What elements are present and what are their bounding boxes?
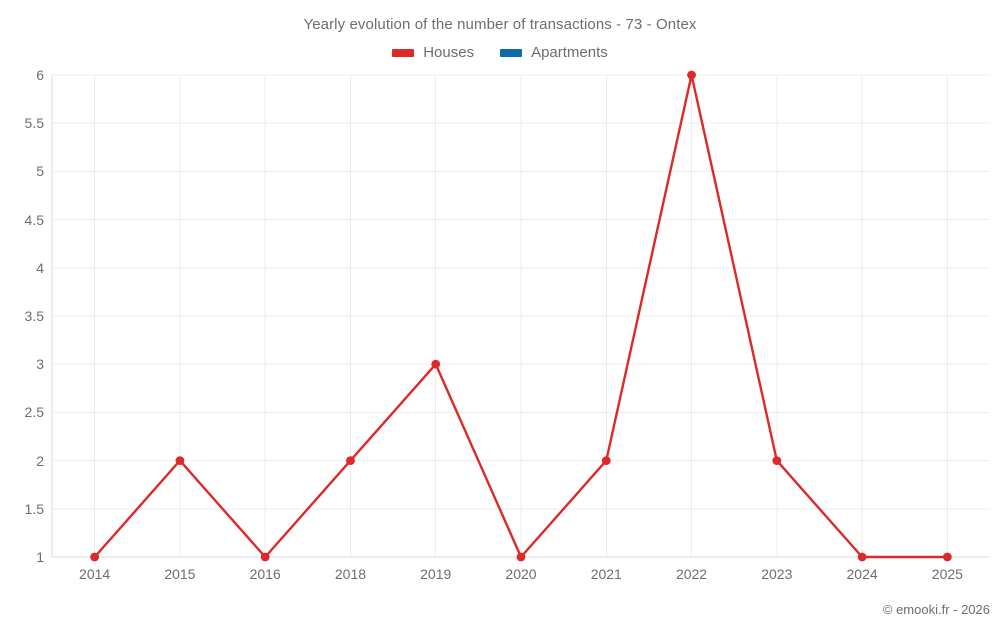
legend-swatch-houses [392,48,415,57]
x-tick-label: 2021 [590,566,622,582]
y-tick-label: 1 [36,549,44,565]
data-point-houses-2018[interactable] [346,456,355,465]
chart-title: Yearly evolution of the number of transa… [303,16,697,33]
x-tick-label: 2025 [931,566,963,582]
legend-item-apartments[interactable]: Apartments [500,45,608,60]
y-tick-label: 2 [36,452,44,469]
data-point-houses-2021[interactable] [601,456,611,465]
data-point-houses-2024[interactable] [857,552,867,562]
y-axis-tick-labels: 1 1.5 2 2.5 3 3.5 4 4.5 5 5.5 6 [0,0,44,625]
y-tick-label: 3 [36,356,44,373]
legend-label-houses: Houses [423,44,475,61]
copyright-credit: © emooki.fr - 2026 [882,602,990,617]
x-tick-label: 2014 [79,566,111,582]
y-tick-label: 4 [36,259,44,276]
data-point-houses-2025[interactable] [942,552,952,562]
y-tick-label: 1.5 [24,500,44,517]
legend-swatch-apartments [500,48,523,57]
y-tick-label: 3.5 [24,308,44,324]
x-tick-label: 2016 [249,566,281,582]
legend-item-houses[interactable]: Houses [392,45,474,60]
data-point-houses-2015[interactable] [175,456,185,465]
data-point-houses-2019[interactable] [431,359,441,369]
y-tick-label: 5 [36,163,44,180]
data-point-houses-2016[interactable] [260,552,270,562]
y-tick-label: 2.5 [24,404,44,421]
x-tick-label: 2015 [164,566,196,582]
x-tick-label: 2024 [846,566,878,582]
x-tick-label: 2018 [334,566,367,582]
x-tick-label: 2019 [420,566,452,582]
x-tick-label: 2023 [761,566,793,582]
data-point-houses-2023[interactable] [772,456,782,465]
y-tick-label: 5.5 [24,115,44,132]
y-tick-label: 4.5 [24,211,44,228]
data-point-houses-2022[interactable] [687,70,696,80]
y-tick-label: 6 [36,67,44,83]
legend-label-apartments: Apartments [531,44,608,61]
data-point-houses-2020[interactable] [516,552,526,562]
data-point-houses-2014[interactable] [90,552,100,562]
x-tick-label: 2022 [675,566,708,582]
chart-legend: Houses Apartments [0,45,1000,60]
x-tick-label: 2020 [505,566,537,582]
